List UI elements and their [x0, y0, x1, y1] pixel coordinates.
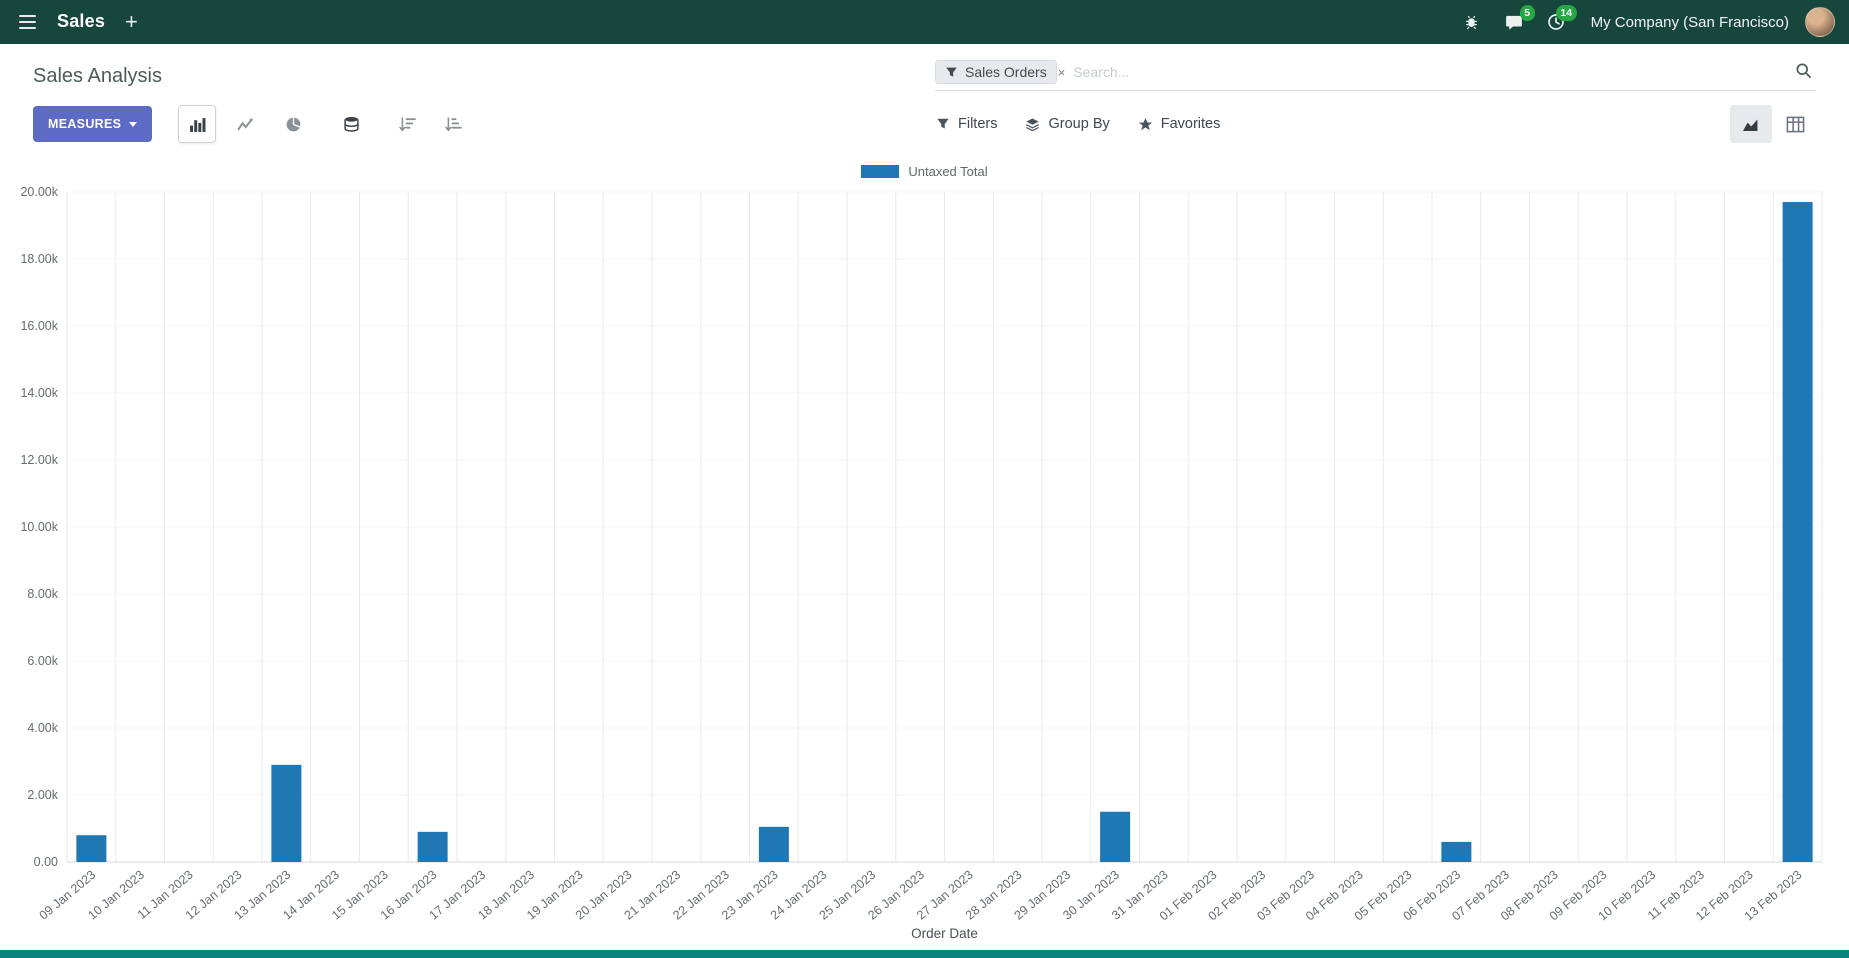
search-bar[interactable]: Sales Orders ×	[935, 60, 1816, 91]
comment-icon	[1505, 15, 1522, 30]
chart-legend[interactable]: Untaxed Total	[0, 156, 1849, 186]
apps-menu-button[interactable]	[14, 10, 41, 34]
y-tick-label: 8.00k	[27, 587, 58, 601]
measures-dropdown-button[interactable]: MEASURES	[33, 106, 153, 142]
app-name[interactable]: Sales	[57, 11, 106, 32]
y-tick-label: 14.00k	[20, 386, 58, 400]
control-panel: Sales Analysis Sales Orders × MEASURES	[0, 44, 1849, 152]
search-input[interactable]	[1065, 60, 1791, 84]
layers-icon	[1026, 118, 1040, 131]
sort-ascending-button[interactable]	[434, 105, 472, 143]
chart-container: Untaxed Total 0.00 2.00k 4.00k 6.00k 8.00k 10…	[0, 152, 1849, 944]
y-tick-label: 18.00k	[20, 252, 58, 266]
star-icon	[1138, 117, 1152, 130]
bug-icon	[1466, 15, 1477, 29]
messages-badge: 5	[1519, 5, 1535, 21]
line-chart-mode-button[interactable]	[226, 105, 264, 143]
bar[interactable]	[271, 764, 302, 862]
pivot-view-button[interactable]	[1774, 105, 1816, 143]
filter-icon	[946, 67, 957, 77]
y-tick-label: 16.00k	[20, 319, 58, 333]
database-stack-icon	[344, 116, 359, 132]
bar-chart-mode-button[interactable]	[178, 105, 217, 143]
facet-remove-button[interactable]: ×	[1057, 64, 1066, 80]
legend-label: Untaxed Total	[908, 163, 988, 179]
area-chart-icon	[1742, 119, 1757, 131]
bar[interactable]	[417, 831, 448, 862]
top-navbar: Sales + 5 14 My Company (San Francisco)	[0, 0, 1849, 44]
bar[interactable]	[1100, 811, 1131, 862]
filter-icon	[937, 118, 949, 129]
company-switcher[interactable]: My Company (San Francisco)	[1590, 13, 1789, 31]
bottom-edge-strip	[0, 950, 1849, 958]
sort-desc-icon	[399, 116, 416, 131]
chevron-down-icon	[129, 121, 138, 127]
y-tick-label: 0.00	[34, 855, 58, 869]
bar[interactable]	[1441, 841, 1472, 862]
sort-asc-icon	[445, 116, 462, 131]
bar[interactable]	[758, 826, 789, 862]
new-button[interactable]: +	[121, 10, 142, 33]
activities-button[interactable]: 14	[1541, 5, 1577, 37]
clock-icon	[1547, 14, 1564, 30]
bar-chart-icon	[189, 117, 206, 132]
pie-chart-icon	[286, 116, 301, 131]
legend-swatch	[861, 164, 900, 178]
view-switcher	[1730, 105, 1816, 143]
group-by-menu-button[interactable]: Group By	[1025, 116, 1110, 132]
debug-bug-button[interactable]	[1457, 7, 1487, 37]
facet-label: Sales Orders	[965, 64, 1047, 80]
y-tick-label: 10.00k	[20, 520, 58, 534]
pivot-table-icon	[1786, 116, 1804, 132]
search-submit-button[interactable]	[1791, 60, 1816, 84]
stacked-toggle-button[interactable]	[332, 105, 370, 143]
search-icon	[1796, 63, 1811, 78]
activities-badge: 14	[1555, 5, 1577, 21]
user-avatar[interactable]	[1805, 7, 1835, 37]
search-facet-sales-orders[interactable]: Sales Orders	[935, 60, 1057, 84]
y-tick-label: 6.00k	[27, 654, 58, 668]
sort-descending-button[interactable]	[388, 105, 426, 143]
line-chart-icon	[236, 117, 253, 130]
hamburger-icon	[19, 14, 36, 18]
favorites-menu-button[interactable]: Favorites	[1138, 116, 1220, 132]
y-tick-label: 12.00k	[20, 453, 58, 467]
y-tick-label: 2.00k	[27, 788, 58, 802]
graph-view-button[interactable]	[1730, 105, 1772, 143]
bar[interactable]	[76, 835, 107, 862]
page-title: Sales Analysis	[33, 64, 162, 87]
messages-button[interactable]: 5	[1499, 5, 1535, 37]
x-axis-title: Order Date	[911, 926, 978, 941]
pie-chart-mode-button[interactable]	[274, 105, 312, 143]
y-tick-label: 20.00k	[20, 186, 58, 199]
sales-analysis-bar-chart: 0.00 2.00k 4.00k 6.00k 8.00k 10.00k 12.00k 14.0…	[20, 186, 1823, 941]
y-tick-label: 4.00k	[27, 721, 58, 735]
filters-menu-button[interactable]: Filters	[936, 116, 997, 132]
bar[interactable]	[1782, 202, 1813, 863]
